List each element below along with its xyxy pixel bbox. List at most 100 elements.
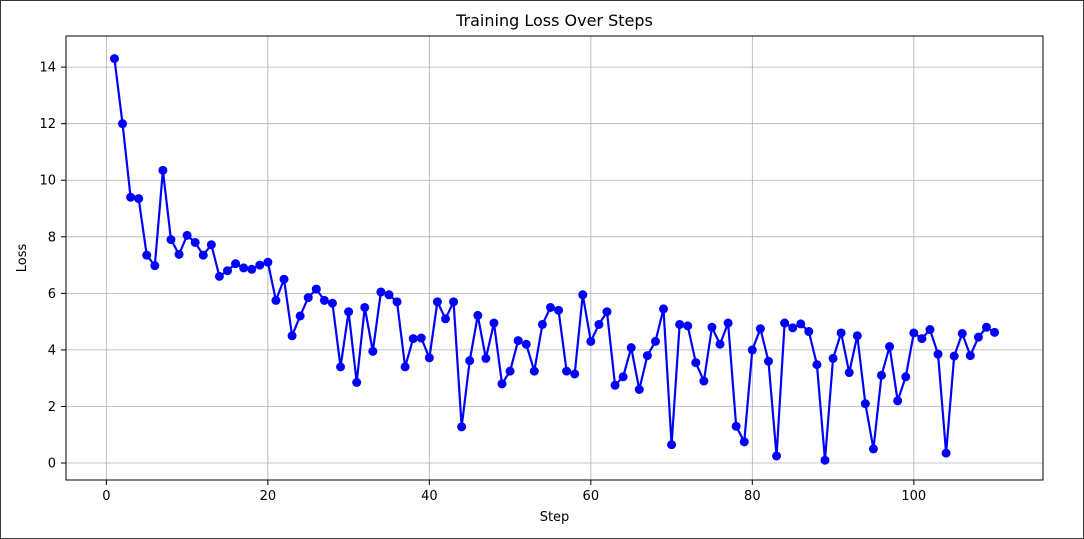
data-point	[820, 455, 830, 465]
data-point	[852, 331, 862, 341]
data-point	[901, 372, 911, 382]
data-point	[319, 295, 329, 305]
data-point	[667, 440, 677, 450]
data-point	[497, 379, 507, 389]
data-point	[634, 385, 644, 394]
data-point	[279, 274, 289, 284]
x-tick-label: 100	[901, 489, 926, 504]
data-point	[287, 331, 297, 341]
data-point	[933, 349, 943, 359]
data-point	[295, 311, 305, 321]
data-point	[683, 321, 693, 331]
y-tick-label: 10	[39, 174, 56, 189]
data-point	[731, 421, 741, 431]
y-tick-label: 0	[48, 457, 56, 472]
data-point	[586, 336, 596, 346]
y-tick-label: 12	[39, 117, 56, 132]
data-point	[408, 334, 418, 344]
y-tick-label: 4	[48, 343, 56, 358]
data-point	[893, 396, 903, 406]
data-point	[303, 293, 313, 303]
data-point	[529, 366, 539, 376]
data-point	[158, 165, 168, 175]
data-point	[465, 356, 475, 366]
data-point	[772, 451, 782, 461]
data-point	[311, 284, 321, 294]
data-point	[545, 302, 555, 312]
data-point	[206, 240, 216, 250]
data-point	[691, 358, 701, 368]
data-point	[739, 437, 749, 447]
chart-title: Training Loss Over Steps	[455, 11, 653, 30]
data-point	[562, 366, 572, 376]
data-point	[973, 332, 983, 342]
data-point	[327, 298, 337, 308]
data-point	[473, 310, 483, 320]
x-tick-label: 60	[583, 489, 600, 504]
data-point	[263, 257, 273, 267]
data-point	[247, 264, 257, 274]
data-point	[521, 339, 531, 349]
x-tick-label: 0	[102, 489, 110, 504]
data-point	[231, 259, 241, 269]
data-point	[255, 260, 265, 270]
data-point	[796, 319, 806, 329]
data-point	[917, 334, 927, 344]
data-point	[755, 324, 765, 334]
data-point	[400, 362, 410, 372]
y-tick-label: 2	[48, 400, 56, 415]
data-point	[650, 336, 660, 346]
data-point	[925, 325, 935, 335]
x-axis-title: Step	[540, 510, 570, 525]
data-point	[981, 322, 991, 332]
grid-lines	[66, 36, 1043, 480]
data-point	[489, 318, 499, 328]
data-point	[190, 237, 200, 247]
data-point	[707, 322, 717, 332]
data-point	[578, 290, 588, 300]
data-point	[182, 230, 192, 240]
x-tick-label: 80	[744, 489, 761, 504]
data-point	[222, 266, 232, 276]
data-point	[174, 249, 184, 259]
data-point	[441, 314, 450, 324]
data-point	[885, 342, 895, 352]
data-point	[150, 261, 160, 271]
data-point	[610, 380, 620, 390]
data-point	[836, 328, 846, 338]
x-tick-label: 20	[260, 489, 277, 504]
y-tick-label: 6	[48, 287, 56, 302]
y-tick-label: 14	[39, 61, 56, 76]
data-point	[481, 353, 491, 363]
data-point	[432, 297, 442, 307]
data-point	[877, 370, 887, 380]
data-point	[965, 351, 975, 361]
data-point	[118, 119, 128, 129]
data-point	[513, 336, 523, 346]
data-point	[384, 290, 394, 300]
data-point	[198, 250, 208, 260]
data-point	[659, 304, 668, 314]
data-point	[336, 362, 346, 372]
data-point	[828, 353, 838, 363]
data-point	[457, 422, 467, 432]
data-point	[957, 329, 967, 339]
data-point	[142, 250, 152, 260]
data-point	[352, 377, 362, 387]
data-point	[780, 318, 790, 328]
data-point	[860, 399, 870, 409]
data-point	[642, 351, 652, 361]
data-point	[570, 369, 580, 379]
data-point	[376, 287, 386, 297]
data-point	[618, 372, 628, 382]
x-tick-label: 40	[421, 489, 438, 504]
data-point	[812, 360, 822, 370]
data-point	[134, 194, 144, 204]
data-point	[699, 376, 709, 386]
data-point	[804, 327, 814, 337]
axis-ticks: 0 20 40 60 80 100 0 2 4 6 8 10 12 14	[39, 61, 926, 504]
data-point	[594, 319, 604, 329]
data-point	[416, 333, 426, 343]
